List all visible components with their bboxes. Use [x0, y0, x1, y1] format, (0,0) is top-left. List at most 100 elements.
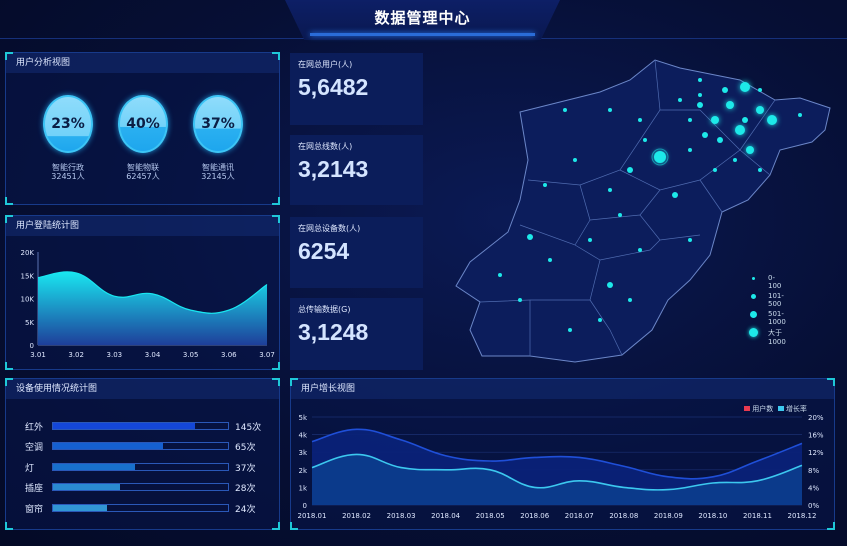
x-tick-label: 3.04 [145, 351, 161, 359]
legend-swatch [777, 406, 784, 411]
region-border [574, 239, 661, 261]
x-tick-label: 3.06 [221, 351, 237, 359]
map-dot [598, 318, 602, 322]
legend-label: 501-1000 [768, 310, 786, 326]
map-dot [628, 298, 632, 302]
stat-label: 在网总设备数(人) [298, 224, 361, 233]
x-tick-label: 2018.07 [565, 512, 594, 520]
map-dot [568, 328, 572, 332]
percent-ball: 23% [43, 95, 93, 153]
map-dot-halo [651, 148, 669, 166]
map-dot [643, 138, 647, 142]
x-tick-label: 3.01 [30, 351, 46, 359]
percent-value: 23% [51, 116, 85, 132]
map-dot [638, 248, 642, 252]
map-dot [697, 102, 703, 108]
panel-title: 用户登陆统计图 [6, 216, 279, 236]
map-dot [722, 87, 728, 93]
y-left-tick-label: 5k [298, 414, 307, 422]
map-dot [733, 158, 737, 162]
map-dot [746, 146, 754, 154]
map-dot [758, 88, 762, 92]
map-dot [608, 188, 612, 192]
x-tick-label: 2018.05 [476, 512, 505, 520]
panel-title: 用户增长视图 [291, 379, 834, 399]
map-dot [798, 113, 802, 117]
map-dot [588, 238, 592, 242]
login-chart: 0 5K 10K 15K 20K 3.01 3.02 3.03 3.04 3.05 3.06 3.07 [21, 249, 275, 359]
map-dot [608, 108, 612, 112]
x-tick-label: 3.02 [68, 351, 84, 359]
stat-card-online-users: 在网总用户(人) 5,6482 [290, 53, 423, 125]
bar-track [52, 422, 229, 430]
y-left-tick-label: 3k [298, 449, 307, 457]
device-count: 37次 [235, 464, 256, 474]
region-border [527, 139, 641, 186]
y-tick-label: 0 [30, 342, 34, 350]
region-border [589, 259, 623, 356]
stat-label: 在网总用户(人) [298, 60, 353, 69]
map-dot [702, 132, 708, 138]
y-tick-label: 20K [21, 249, 35, 257]
series-area-1 [312, 454, 802, 505]
device-name: 红外 [25, 423, 44, 433]
map-dot [726, 101, 734, 109]
region-border [699, 179, 723, 213]
panel-title: 用户分析视图 [6, 53, 279, 73]
map-dot [742, 117, 748, 123]
device-bar-row: 空调 65次 [25, 440, 275, 453]
map-dot [548, 258, 552, 262]
y-left-tick-label: 2k [298, 467, 307, 475]
panel-title: 设备使用情况统计图 [6, 379, 279, 399]
device-name: 空调 [25, 443, 44, 453]
device-name: 插座 [25, 484, 44, 494]
map-dot [735, 125, 745, 135]
y-tick-label: 5K [25, 319, 34, 327]
category-label: 智能物联 62457人 [108, 163, 178, 181]
region-border [519, 184, 591, 246]
category-label: 智能行政 32451人 [33, 163, 103, 181]
bar-fill [53, 505, 108, 511]
percent-value: 40% [126, 116, 160, 132]
device-name: 窗帘 [25, 505, 44, 515]
category-count: 32145人 [201, 172, 235, 181]
map-dot [527, 234, 533, 240]
map-dot [740, 82, 750, 92]
x-tick-label: 2018.03 [387, 512, 416, 520]
y-tick-label: 15K [21, 272, 35, 280]
dot-icon [749, 328, 758, 337]
dot-icon [750, 311, 757, 318]
page-title: 数据管理中心 [374, 9, 471, 27]
y-right-tick-label: 20% [808, 414, 824, 422]
map-dot [672, 192, 678, 198]
map-dot [543, 183, 547, 187]
stat-value: 3,2143 [298, 156, 369, 182]
map-dot [573, 158, 577, 162]
stat-card-devices: 在网总设备数(人) 6254 [290, 217, 423, 288]
device-bar-row: 红外 145次 [25, 420, 275, 433]
map-dot [758, 168, 762, 172]
map-dot [698, 78, 702, 82]
region-map[interactable] [0, 0, 847, 370]
header-underline [310, 33, 535, 36]
y-right-tick-label: 16% [808, 432, 824, 440]
y-left-tick-label: 1k [298, 484, 307, 492]
map-dot [563, 108, 567, 112]
x-tick-label: 2018.06 [520, 512, 549, 520]
map-dot [627, 167, 633, 173]
y-tick-label: 10K [21, 296, 35, 304]
stat-value: 6254 [298, 238, 350, 264]
y-left-tick-label: 0 [303, 502, 307, 510]
device-bar-row: 窗帘 24次 [25, 502, 275, 515]
percent-value: 37% [201, 116, 235, 132]
map-dot [698, 93, 702, 97]
device-bar-row: 插座 28次 [25, 481, 275, 494]
category-count: 32451人 [51, 172, 85, 181]
legend-label: 大于1000 [768, 329, 786, 346]
stat-label: 总传输数据(G) [298, 305, 351, 314]
y-left-tick-label: 4k [298, 432, 307, 440]
bar-track [52, 442, 229, 450]
bar-fill [53, 443, 164, 449]
category-count: 62457人 [126, 172, 160, 181]
x-tick-label: 2018.10 [698, 512, 727, 520]
